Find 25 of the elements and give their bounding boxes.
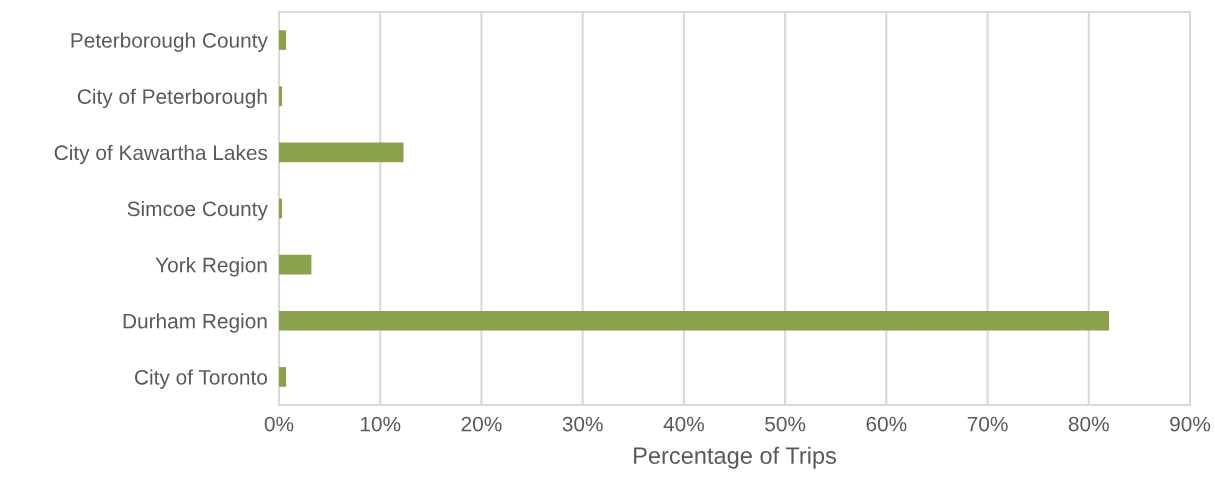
y-tick-label: Peterborough County	[71, 32, 268, 52]
bar	[279, 254, 312, 275]
y-tick-label: Durham Region	[123, 313, 267, 333]
x-tick-label: 70%	[967, 416, 1008, 432]
y-tick-label: City of Kawartha Lakes	[54, 144, 268, 165]
bar	[279, 86, 283, 107]
bar	[279, 198, 283, 219]
bar	[279, 310, 1110, 331]
x-tick-label: 40%	[663, 416, 704, 432]
y-tick-label: Simcoe County	[127, 200, 268, 221]
x-tick-label: 60%	[866, 416, 907, 432]
bar	[279, 367, 287, 387]
y-tick-label: York Region	[155, 257, 267, 277]
x-tick-label: 90%	[1170, 416, 1211, 432]
bar	[279, 30, 287, 50]
bar	[279, 142, 404, 163]
y-tick-label: City of Toronto	[135, 369, 268, 389]
x-tick-label: 0%	[264, 416, 294, 432]
x-tick-label: 50%	[765, 416, 806, 432]
x-axis-title: Percentage of Trips	[634, 446, 837, 469]
x-tick-label: 10%	[360, 416, 401, 432]
x-tick-label: 20%	[461, 416, 502, 432]
x-tick-label: 30%	[562, 416, 603, 432]
y-tick-label: City of Peterborough	[77, 88, 267, 109]
x-tick-label: 80%	[1068, 416, 1109, 432]
